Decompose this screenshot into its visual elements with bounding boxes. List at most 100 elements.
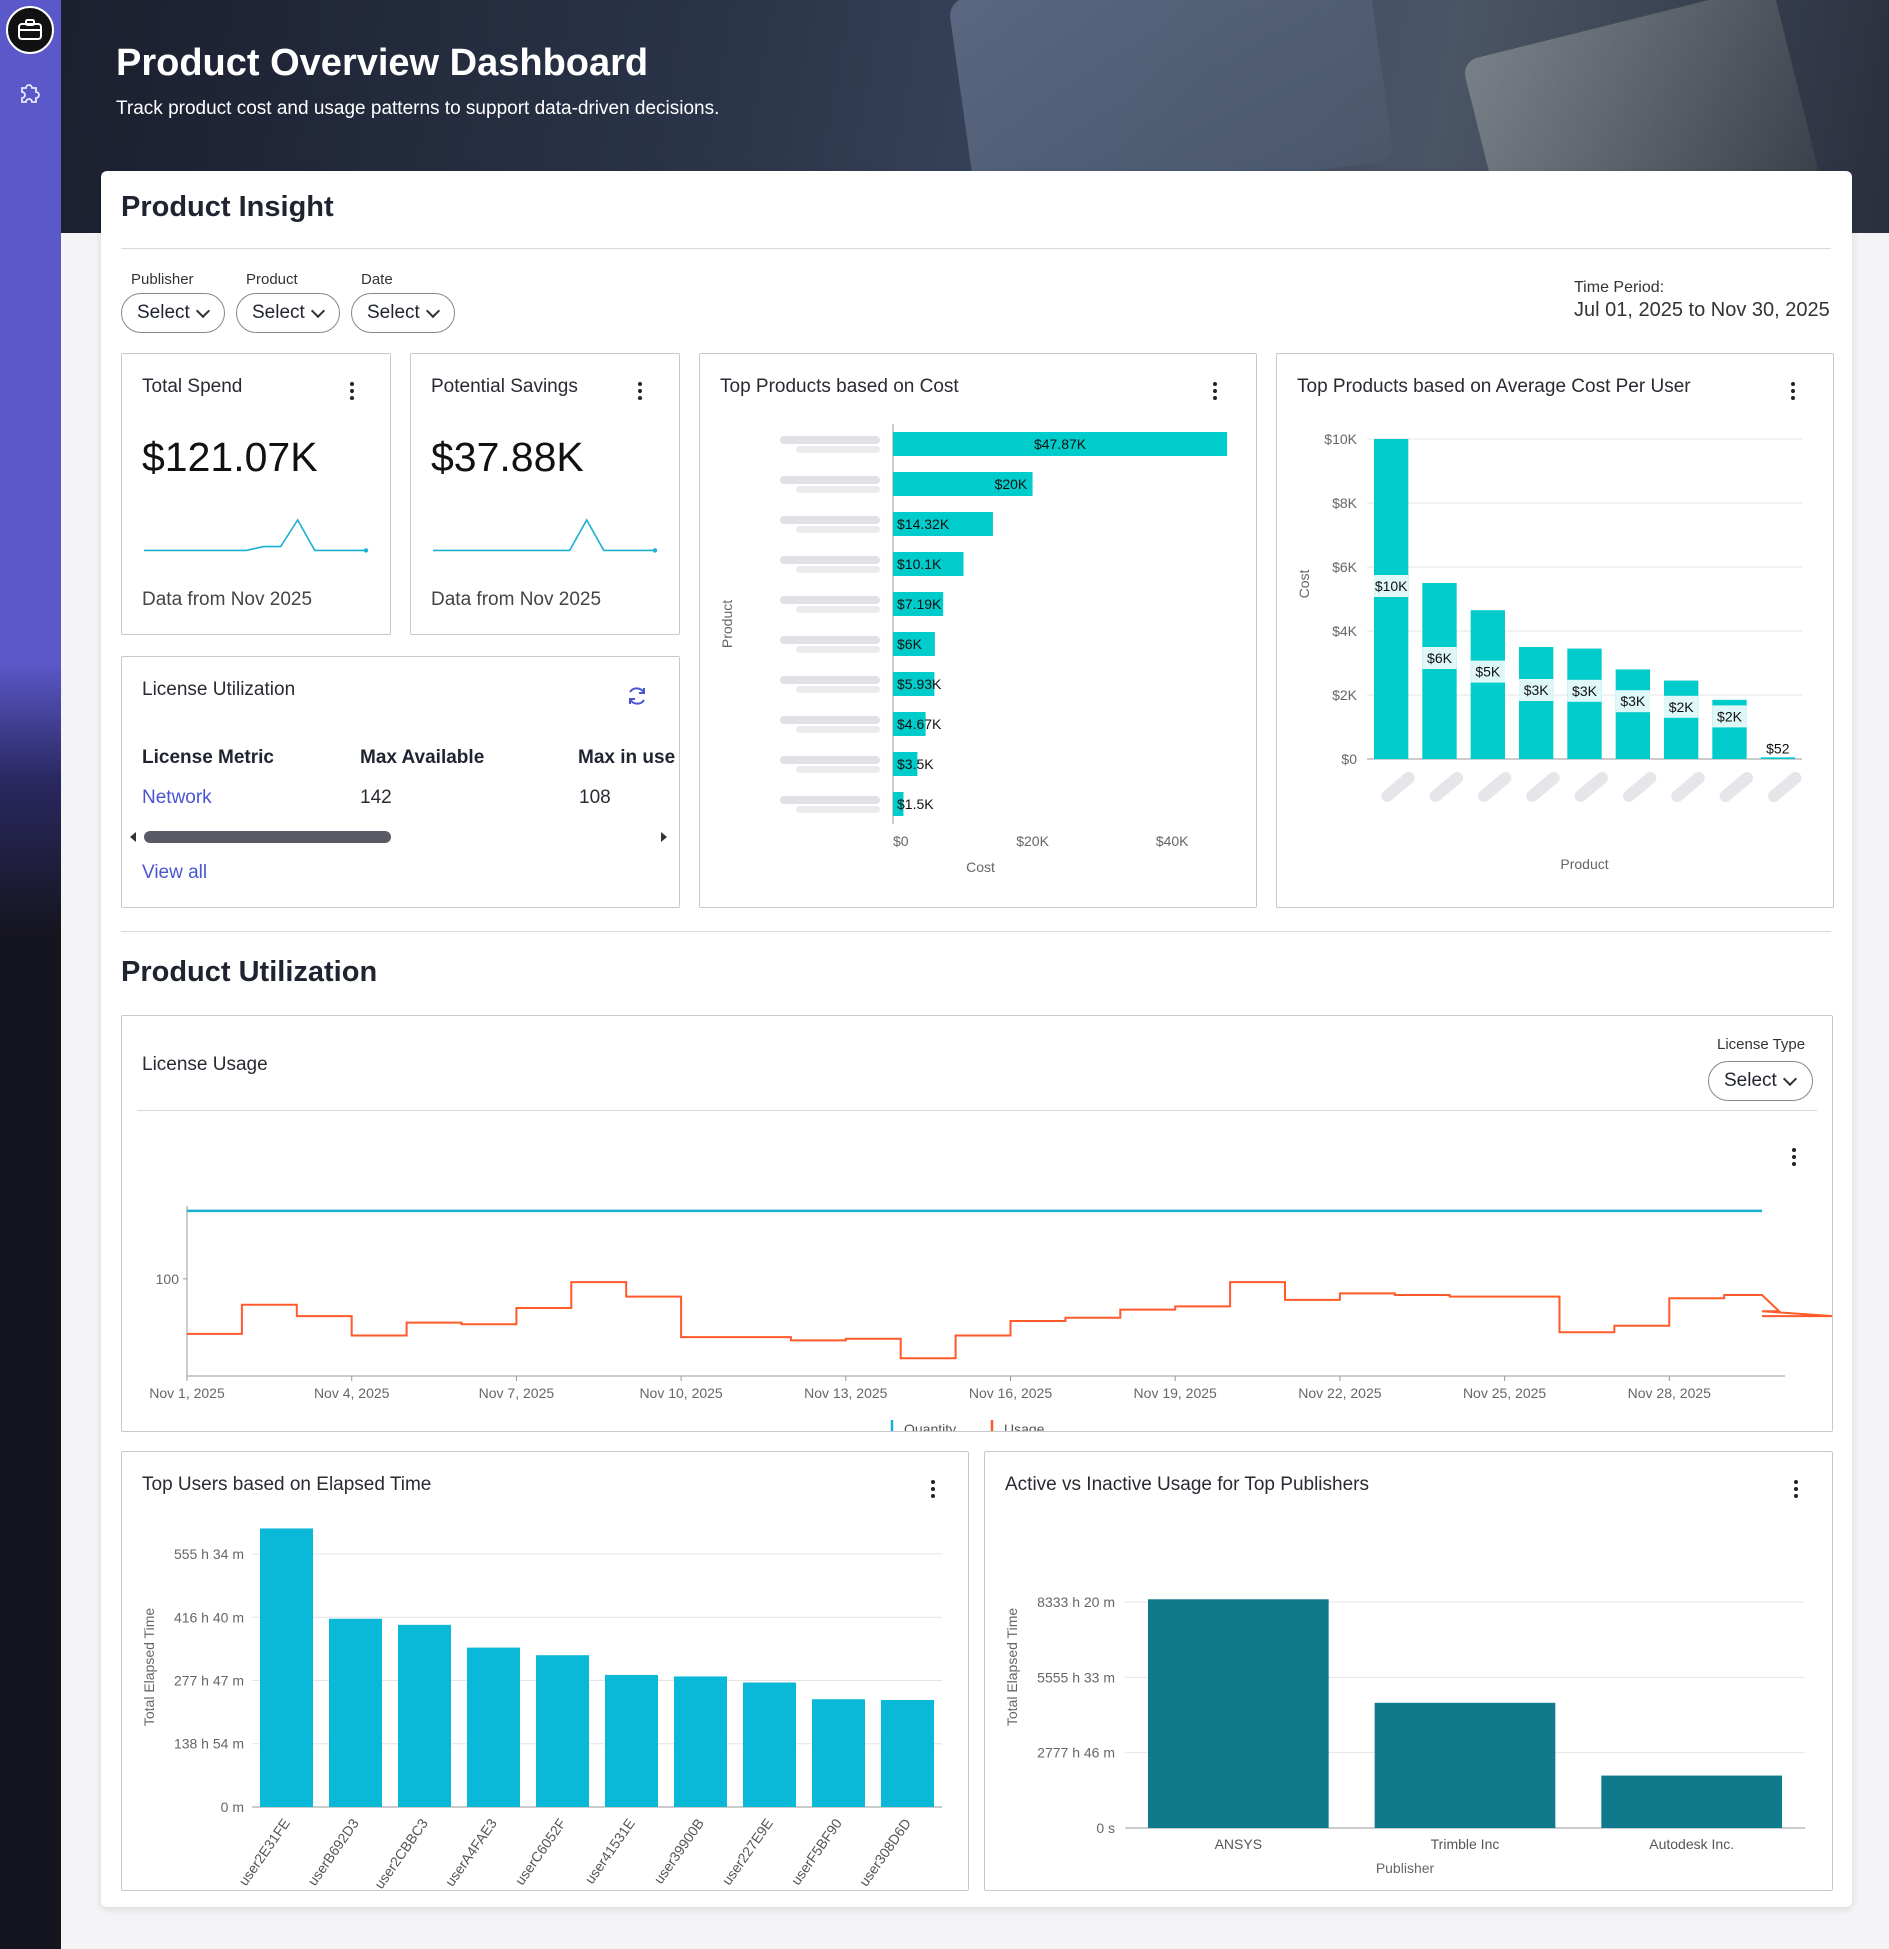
x-tick-label: Autodesk Inc. xyxy=(1649,1836,1734,1852)
x-tick-label: Nov 28, 2025 xyxy=(1628,1385,1711,1401)
horizontal-scrollbar[interactable] xyxy=(144,831,648,843)
more-options-icon[interactable] xyxy=(1783,380,1803,402)
bar-data-label-bg xyxy=(1567,679,1602,702)
total-spend-card: Total Spend $121.07K Data from Nov 2025 xyxy=(121,353,391,635)
blurred-category-label xyxy=(780,716,880,724)
top-products-avg-cost-card: Top Products based on Average Cost Per U… xyxy=(1276,353,1834,908)
x-tick-label: Nov 19, 2025 xyxy=(1134,1385,1217,1401)
bar xyxy=(1422,583,1457,759)
view-all-link[interactable]: View all xyxy=(142,862,208,883)
card-title: License Usage xyxy=(142,1054,268,1075)
more-options-icon[interactable] xyxy=(1786,1478,1806,1500)
y-tick-label: $10K xyxy=(1324,431,1357,447)
card-footer: Data from Nov 2025 xyxy=(142,589,313,610)
bar xyxy=(893,472,1033,496)
y-tick-label: $4K xyxy=(1332,623,1358,639)
scrollbar-thumb[interactable] xyxy=(144,831,391,843)
briefcase-icon[interactable] xyxy=(6,6,54,54)
x-tick-label: $0 xyxy=(893,833,909,849)
top-products-cost-card: Top Products based on Cost $47.87K $20K $1… xyxy=(699,353,1257,908)
bar-data-label: $2K xyxy=(1669,699,1695,715)
bar-data-label: $6K xyxy=(1427,650,1453,666)
top-users-card: Top Users based on Elapsed Time 0 m 138 h… xyxy=(121,1451,969,1891)
x-tick-label: ANSYS xyxy=(1215,1836,1262,1852)
more-options-icon[interactable] xyxy=(1784,1146,1804,1168)
card-title: Top Products based on Average Cost Per U… xyxy=(1297,376,1691,397)
column-header-max-available: Max Available xyxy=(360,747,485,768)
bar-data-label: $3K xyxy=(1620,693,1646,709)
publisher-select[interactable]: Select xyxy=(121,293,225,333)
blurred-category-label xyxy=(780,596,880,604)
license-type-select[interactable]: Select xyxy=(1708,1061,1813,1101)
puzzle-icon[interactable] xyxy=(6,68,54,116)
blurred-category-label xyxy=(796,646,880,653)
x-tick-label: Trimble Inc xyxy=(1431,1836,1500,1852)
more-options-icon[interactable] xyxy=(1205,380,1225,402)
x-tick-label: Nov 7, 2025 xyxy=(479,1385,555,1401)
top-products-avg-cost-chart: $0 $2K $4K $6K $8K $10K $10K $6K $5K $3K $3K $3K $2K… xyxy=(1296,431,1802,872)
bar-data-label: $2K xyxy=(1717,708,1743,724)
active-inactive-card: Active vs Inactive Usage for Top Publish… xyxy=(984,1451,1833,1891)
more-options-icon[interactable] xyxy=(342,380,362,402)
blurred-category-label xyxy=(780,636,880,644)
x-tick-label: user227E9E xyxy=(719,1816,776,1888)
more-options-icon[interactable] xyxy=(923,1478,943,1500)
y-axis-title: Cost xyxy=(1296,570,1312,599)
y-tick-label: 138 h 54 m xyxy=(174,1736,244,1752)
bar xyxy=(893,792,904,816)
bar xyxy=(893,432,1228,456)
card-title: Active vs Inactive Usage for Top Publish… xyxy=(1005,1474,1369,1495)
scroll-right-arrow[interactable] xyxy=(661,832,667,842)
bar-data-label: $3K xyxy=(1572,683,1598,699)
x-tick-label: Nov 22, 2025 xyxy=(1298,1385,1381,1401)
blurred-category-label xyxy=(796,686,880,693)
license-metric-link[interactable]: Network xyxy=(142,787,212,808)
license-utilization-card: License Utilization License Metric Max A… xyxy=(121,656,680,908)
sparkline-end-dot xyxy=(652,548,658,553)
bar-data-label-bg xyxy=(1519,679,1554,701)
y-tick-label: $2K xyxy=(1332,687,1358,703)
bar xyxy=(329,1618,382,1807)
card-title: Top Users based on Elapsed Time xyxy=(142,1474,432,1495)
y-axis-title: Total Elapsed Time xyxy=(141,1608,157,1726)
blurred-category-label xyxy=(780,516,880,524)
scroll-left-arrow[interactable] xyxy=(130,832,136,842)
divider xyxy=(137,1110,1817,1111)
bar-data-label: $3.5K xyxy=(897,756,934,772)
sparkline-path xyxy=(433,518,655,552)
bar-data-label: $14.32K xyxy=(897,516,950,532)
date-select[interactable]: Select xyxy=(351,293,455,333)
filter-label-publisher: Publisher xyxy=(131,271,194,288)
x-tick-label: $40K xyxy=(1156,833,1189,849)
x-axis-title: Publisher xyxy=(1376,1860,1435,1876)
column-header-license-metric: License Metric xyxy=(142,747,274,768)
card-title: Total Spend xyxy=(142,376,243,397)
more-options-icon[interactable] xyxy=(630,380,650,402)
y-tick-label: 8333 h 20 m xyxy=(1037,1594,1115,1610)
blurred-category-label xyxy=(780,476,880,484)
product-select[interactable]: Select xyxy=(236,293,340,333)
bar xyxy=(881,1699,934,1807)
bar xyxy=(1664,680,1699,759)
bar xyxy=(893,552,964,576)
card-title: License Utilization xyxy=(142,679,296,700)
blurred-category-label xyxy=(1381,772,1415,802)
filter-label-date: Date xyxy=(361,271,393,288)
potential-savings-card: Potential Savings $37.88K Data from Nov … xyxy=(410,353,680,635)
bar xyxy=(1470,610,1505,759)
bar xyxy=(1519,647,1554,759)
left-rail xyxy=(0,0,61,1949)
x-tick-label: user2E31FE xyxy=(235,1816,293,1889)
bar xyxy=(812,1699,865,1807)
filter-label-product: Product xyxy=(246,271,298,288)
blurred-category-label xyxy=(796,566,880,573)
blurred-category-label xyxy=(796,486,880,493)
license-type-label: License Type xyxy=(1717,1036,1806,1053)
legend-label-usage: Usage xyxy=(1004,1421,1045,1431)
y-tick-label: 5555 h 33 m xyxy=(1037,1669,1115,1685)
blurred-category-label xyxy=(796,766,880,773)
refresh-icon[interactable] xyxy=(626,685,648,707)
blurred-category-label xyxy=(796,606,880,613)
x-tick-label: userA4FAE3 xyxy=(442,1815,500,1889)
blurred-category-label xyxy=(796,446,880,453)
